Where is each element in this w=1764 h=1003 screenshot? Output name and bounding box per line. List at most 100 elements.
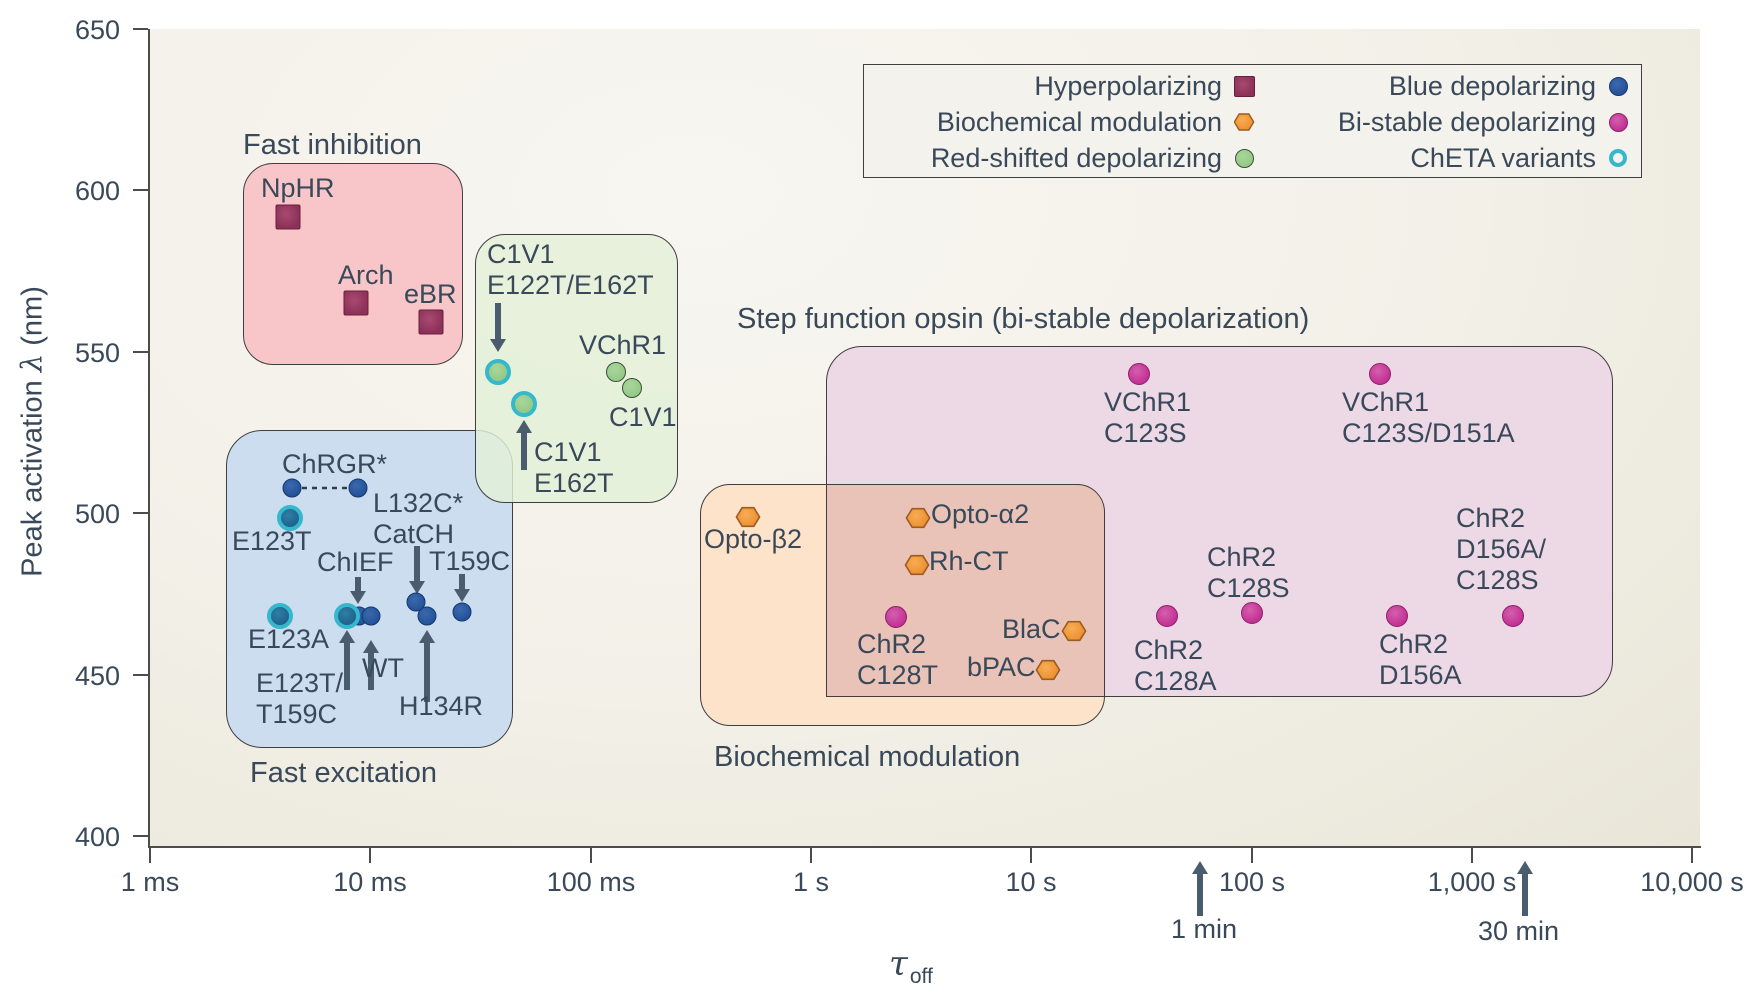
point-hexagon: [904, 554, 930, 576]
legend-swatch-cell: [1222, 148, 1266, 168]
label-chr2-c128a: ChR2 C128A: [1134, 635, 1217, 696]
label-h134r: H134R: [399, 691, 484, 721]
label-vchr1-c123s: VChR1 C123S: [1104, 387, 1192, 448]
x-tick: [1030, 848, 1032, 863]
y-title-suffix: (nm): [16, 286, 49, 354]
legend-swatch-circle-blue: [1608, 76, 1628, 96]
y-tick-label: 550: [74, 338, 120, 368]
label-c1v1-green: C1V1: [609, 402, 677, 432]
x-tick: [1691, 848, 1693, 863]
point-square: [418, 309, 444, 335]
label-arch: Arch: [338, 260, 394, 290]
x-tick: [1471, 848, 1473, 863]
y-tick: [133, 28, 148, 30]
legend-swatch-circle-magenta: [1608, 112, 1628, 132]
legend-label: Hyperpolarizing: [1034, 70, 1222, 101]
point-circle-blue: [417, 606, 437, 626]
fast-excitation-title: Fast excitation: [250, 757, 437, 789]
biochemical-title: Biochemical modulation: [714, 741, 1021, 773]
label-blac: BlaC: [1002, 614, 1061, 644]
label-chief: ChIEF: [317, 547, 394, 577]
x-tick: [369, 848, 371, 863]
y-tick-label: 450: [74, 661, 120, 691]
x-tick-label: 10 s: [1005, 867, 1057, 897]
label-vchr1-c123s-d151a: VChR1 C123S/D151A: [1342, 387, 1515, 448]
x-tick-label: 100 s: [1218, 867, 1286, 897]
step-function-title: Step function opsin (bi-stable depolariz…: [737, 303, 1310, 335]
y-tick-label: 600: [74, 176, 120, 206]
x-tick-label: 100 ms: [546, 867, 636, 897]
biochemical-step-overlap: [826, 484, 1105, 697]
label-chrgr: ChRGR*: [282, 449, 388, 479]
label-chr2-d156a: ChR2 D156A: [1379, 629, 1462, 690]
y-tick-label: 400: [74, 822, 120, 852]
y-tick: [133, 189, 148, 191]
point-circle-blue: [282, 478, 302, 498]
point-circle-blue: [348, 478, 368, 498]
label-c1v1-e122t-e162t: C1V1 E122T/E162T: [487, 239, 654, 300]
legend-swatch-cell: [1596, 112, 1640, 132]
point-hexagon: [735, 506, 761, 528]
point-circle-magenta: [1502, 605, 1524, 627]
label-bpac: bPAC: [967, 652, 1036, 682]
legend-swatch-hexagon: [1233, 113, 1255, 132]
legend-swatch-cell: [1222, 113, 1266, 132]
point-circle-magenta: [885, 606, 907, 628]
y-axis-title: Peak activation λ (nm): [15, 220, 50, 644]
legend-label: ChETA variants: [1410, 142, 1596, 173]
point-circle-green: [606, 362, 626, 382]
label-c1v1-e162t: C1V1 E162T: [534, 437, 614, 498]
x-axis-line: [148, 846, 1701, 848]
legend-swatch-cell: [1596, 149, 1640, 167]
point-circle-green: [622, 378, 642, 398]
label-opto-a2: Opto-α2: [931, 499, 1030, 529]
x-tick-label: 10 ms: [333, 867, 407, 897]
legend-swatch-circle-open: [1609, 149, 1627, 167]
point-circle-magenta: [1156, 605, 1178, 627]
x-axis-title: τoff: [889, 944, 933, 988]
point-circle-green: [485, 359, 511, 385]
point-circle-blue: [452, 602, 472, 622]
label-30min: 30 min: [1478, 916, 1560, 946]
y-axis-line: [148, 29, 150, 848]
label-rh-ct: Rh-CT: [929, 546, 1009, 576]
point-circle-magenta: [1241, 602, 1263, 624]
point-circle-ringed-blue: [277, 505, 303, 531]
label-vchr1-green: VChR1: [579, 330, 667, 360]
point-circle-ringed-blue: [334, 603, 360, 629]
tau-subscript: off: [909, 965, 933, 988]
y-tick-label: 650: [74, 15, 120, 45]
x-tick-label: 1,000 s: [1427, 867, 1517, 897]
legend-label: Biochemical modulation: [936, 106, 1222, 137]
y-tick: [133, 674, 148, 676]
label-wt: WT: [362, 653, 404, 683]
label-e123t-t159c: E123T/ T159C: [256, 668, 344, 729]
point-circle-magenta: [1128, 363, 1150, 385]
x-tick: [810, 848, 812, 863]
label-t159c-upper: T159C: [429, 546, 511, 576]
label-1min: 1 min: [1171, 914, 1238, 944]
y-tick-label: 500: [74, 499, 120, 529]
label-e123a: E123A: [248, 624, 330, 654]
legend-swatch-square: [1233, 75, 1255, 97]
x-tick-label: 1 ms: [120, 867, 180, 897]
label-opto-b2: Opto-β2: [704, 524, 803, 554]
point-square: [275, 204, 301, 230]
point-circle-magenta: [1386, 605, 1408, 627]
label-e123t: E123T: [232, 526, 312, 556]
x-tick-label: 10,000 s: [1640, 867, 1744, 897]
legend-swatch-cell: [1596, 76, 1640, 96]
point-hexagon: [1061, 620, 1087, 642]
y-tick: [133, 351, 148, 353]
tau-symbol: τ: [889, 944, 908, 984]
legend: Hyperpolarizing Blue depolarizing Biochemi…: [863, 64, 1642, 178]
point-hexagon: [1035, 659, 1061, 681]
point-square: [343, 290, 369, 316]
point-hexagon: [905, 507, 931, 529]
fast-inhibition-title: Fast inhibition: [243, 129, 422, 161]
legend-label: Blue depolarizing: [1388, 70, 1596, 101]
legend-swatch-cell: [1222, 75, 1266, 97]
legend-swatch-circle-green: [1234, 148, 1254, 168]
point-circle-magenta: [1369, 363, 1391, 385]
